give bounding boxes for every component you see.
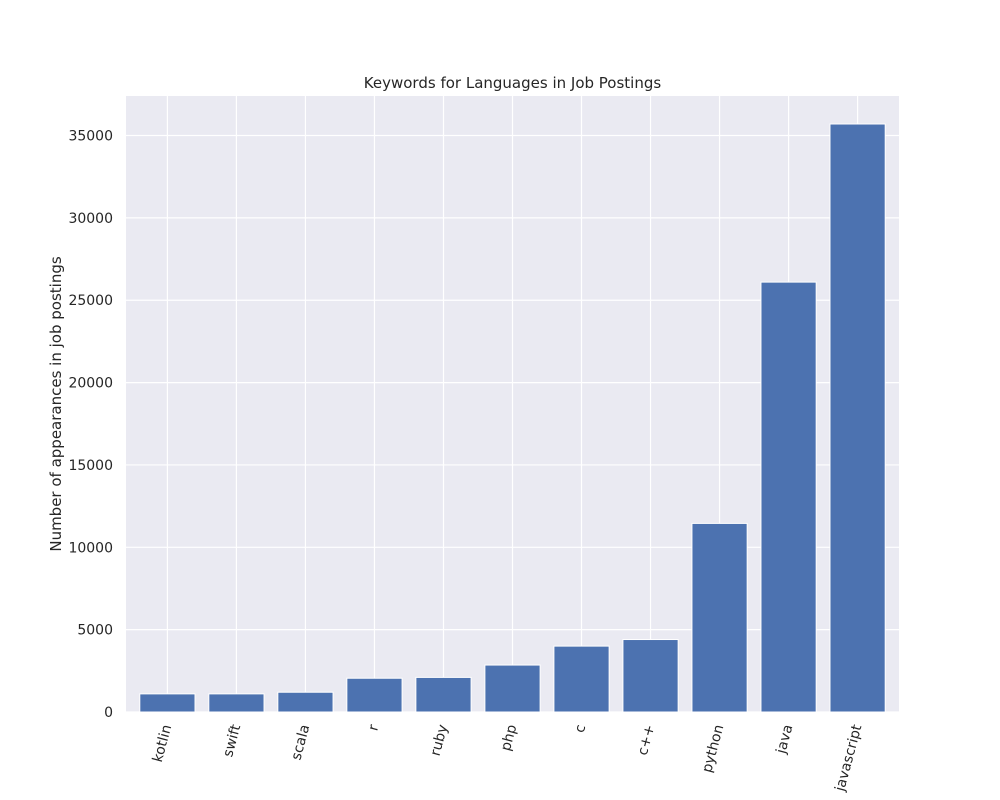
bar-c xyxy=(553,645,610,713)
bar-javascript xyxy=(829,123,886,713)
x-tick-label: c xyxy=(572,723,589,735)
y-tick-label: 10000 xyxy=(68,540,113,556)
bar-r xyxy=(346,677,403,713)
y-tick-label: 5000 xyxy=(77,623,113,639)
x-tick-label: python xyxy=(699,723,727,774)
x-tick-label: scala xyxy=(289,723,314,762)
x-tick-label: javascript xyxy=(832,722,866,794)
x-tick-label: kotlin xyxy=(150,723,175,764)
x-tick-label: c++ xyxy=(635,723,659,757)
y-tick-labels: 0 5000 10000 15000 20000 25000 30000 35000 xyxy=(68,129,113,721)
bars xyxy=(139,123,886,713)
x-tick-label: java xyxy=(773,723,796,756)
y-tick-label: 15000 xyxy=(68,458,113,474)
x-tick-label: swift xyxy=(220,722,244,758)
chart-title: Keywords for Languages in Job Postings xyxy=(364,74,662,92)
x-tick-label: r xyxy=(365,723,382,733)
y-axis-title: Number of appearances in job postings xyxy=(47,256,65,551)
bar-java xyxy=(760,281,817,713)
x-tick-labels: kotlin swift scala r ruby php c c++ python java ja… xyxy=(150,722,866,794)
bar-ruby xyxy=(415,676,472,713)
bar-cplusplus xyxy=(622,639,679,713)
y-tick-label: 25000 xyxy=(68,293,113,309)
bar-kotlin xyxy=(139,693,196,713)
y-tick-label: 30000 xyxy=(68,211,113,227)
bar-swift xyxy=(208,693,265,713)
x-tick-label: php xyxy=(498,723,520,753)
bar-php xyxy=(484,664,541,713)
y-tick-label: 0 xyxy=(104,705,113,721)
bar-python xyxy=(691,522,748,713)
x-tick-label: ruby xyxy=(428,723,452,758)
bar-scala xyxy=(277,691,334,713)
y-tick-label: 20000 xyxy=(68,376,113,392)
y-tick-label: 35000 xyxy=(68,129,113,145)
